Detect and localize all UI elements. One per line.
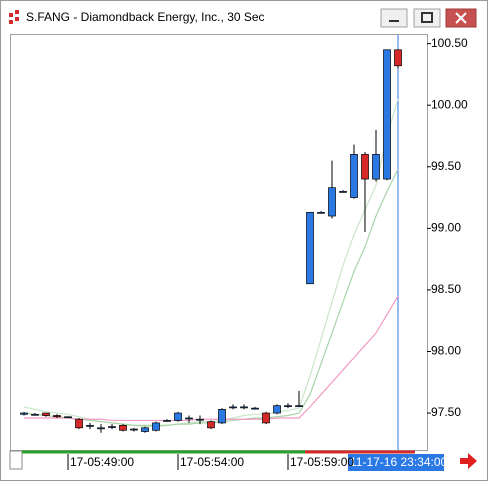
candle-body	[262, 412, 270, 424]
x-tick-label: 17-05:54:00	[180, 455, 244, 469]
candle-body	[317, 211, 325, 214]
candle-body	[42, 412, 50, 416]
candle-body	[284, 405, 292, 408]
candle-body	[339, 191, 347, 193]
y-tick-label: 98.50	[431, 282, 461, 296]
moving-average	[24, 295, 399, 422]
x-tick-label: 17-05:59:00	[290, 455, 354, 469]
y-tick-label: 99.50	[431, 159, 461, 173]
candle-body	[240, 406, 248, 409]
candle-body	[31, 413, 39, 416]
candle-body	[86, 425, 94, 427]
candle-body	[64, 416, 72, 419]
candle-body	[295, 405, 303, 408]
y-tick-label: 99.00	[431, 221, 461, 235]
candle-body	[97, 427, 105, 430]
cursor-label-box	[348, 454, 444, 471]
candle-body	[394, 49, 402, 67]
candle-body	[152, 422, 160, 431]
candle-body	[174, 412, 182, 421]
candle-body	[383, 49, 391, 180]
y-tick-label: 100.50	[431, 36, 468, 50]
plot-area	[10, 34, 428, 451]
candle-body	[196, 418, 204, 421]
candle-body	[163, 420, 171, 422]
candle-body	[185, 417, 193, 420]
maximize-button[interactable]	[413, 8, 441, 28]
y-tick-label: 100.00	[431, 97, 468, 111]
candle-body	[229, 406, 237, 409]
candle-body	[350, 154, 358, 198]
app-icon	[9, 10, 19, 24]
candle-body	[306, 211, 314, 285]
candle-body	[75, 418, 83, 429]
scroll-thumb[interactable]	[9, 450, 23, 470]
candle-body	[372, 154, 380, 180]
candle-body	[53, 415, 61, 418]
candle-body	[141, 427, 149, 432]
x-tick-label: 17-05:49:00	[70, 455, 134, 469]
candle-body	[328, 187, 336, 217]
minimize-button[interactable]	[380, 8, 408, 28]
candle-body	[130, 428, 138, 431]
window-title: S.FANG - Diamondback Energy, Inc., 30 Se…	[26, 10, 265, 24]
candle-body	[251, 407, 259, 410]
candle-body	[20, 412, 28, 415]
scroll-right-arrow[interactable]	[460, 453, 477, 469]
candle-body	[108, 426, 116, 428]
y-tick-label: 98.00	[431, 344, 461, 358]
candle-body	[361, 154, 369, 180]
cursor-label: 11-17-16 23:34:00	[350, 455, 448, 469]
candle-body	[119, 425, 127, 431]
y-tick-label: 97.50	[431, 405, 461, 419]
candle-body	[207, 421, 215, 429]
close-button[interactable]	[445, 8, 477, 28]
candle-body	[273, 405, 281, 414]
candle-body	[218, 409, 226, 424]
